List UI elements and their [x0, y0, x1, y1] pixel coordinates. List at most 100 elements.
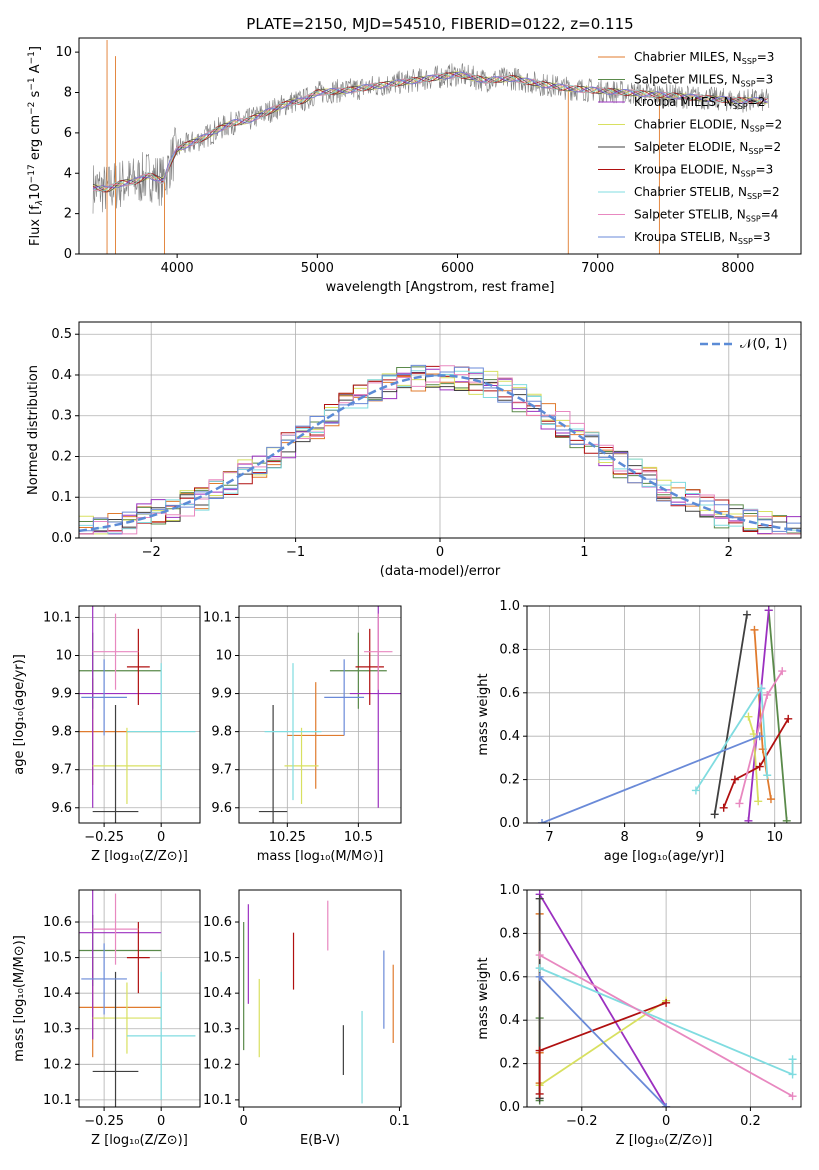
model-fit-line [92, 73, 768, 192]
y-tick-label: 10.6 [43, 915, 72, 930]
y-axis-label: mass weight [476, 957, 491, 1039]
y-tick-label: 0.2 [51, 449, 72, 464]
panel-Z-mass: −0.25 0 10.1 10.2 10.3 10.4 10.5 10.6 Z [log₁₀(Z… [12, 889, 201, 1148]
legend-label: Kroupa MILES, NSSP=2 [634, 95, 765, 111]
x-tick-label: 5000 [301, 261, 334, 276]
weight-marker [763, 690, 772, 699]
axes-frame [78, 889, 201, 1108]
y-tick-label: 10 [55, 45, 72, 60]
plot-area [535, 890, 797, 1107]
weight-marker [662, 998, 671, 1007]
weight-marker [742, 610, 751, 619]
y-tick-label: 1.0 [499, 599, 520, 614]
weight-marker [730, 775, 739, 784]
axes-frame [526, 605, 802, 824]
weight-marker [662, 1103, 671, 1107]
plot-area [92, 40, 770, 254]
weight-line [541, 735, 761, 823]
weight-line [539, 954, 794, 1097]
y-tick-label: 9.7 [51, 763, 72, 778]
y-axis-label: Normed distribution [26, 365, 41, 495]
legend-label: Salpeter STELIB, NSSP=4 [634, 208, 778, 224]
y-tick-label: 0.5 [51, 327, 72, 342]
x-tick-label: 10.5 [344, 830, 373, 845]
x-tick-label: 7 [545, 830, 553, 845]
y-tick-label: 10 [215, 648, 232, 663]
axes-frame [526, 889, 802, 1108]
y-tick-label: 0.3 [51, 409, 72, 424]
legend-label: Kroupa ELODIE, NSSP=3 [634, 163, 773, 179]
x-tick-label: 10.25 [269, 830, 306, 845]
y-tick-label: 0.8 [499, 642, 520, 657]
x-tick-label: 0 [157, 830, 165, 845]
weight-line [713, 614, 748, 815]
weight-marker [735, 799, 744, 808]
plot-area [79, 890, 196, 1107]
axes-frame [78, 37, 802, 255]
y-tick-label: 0.0 [499, 816, 520, 831]
weight-marker [778, 667, 787, 676]
y-tick-label: 9.9 [211, 687, 232, 702]
histogram-series [79, 364, 801, 532]
y-tick-label: 10.3 [203, 1022, 232, 1037]
x-tick-label: −0.2 [566, 1114, 598, 1129]
x-axis-label: age [log₁₀(age/yr)] [604, 849, 725, 864]
x-tick-label: 4000 [161, 261, 194, 276]
x-axis-label: mass [log₁₀(M/M⊙)] [257, 849, 384, 864]
panel-mass-age: 10.25 10.5 9.6 9.7 9.8 9.9 10 10.1 mass [log₁₀(M… [203, 605, 402, 864]
panel-age-weight: 7 8 9 10 0.0 0.2 0.4 0.6 0.8 1.0 age [log₁₀(age/yr… [476, 599, 802, 864]
legend-label: Chabrier STELIB, NSSP=2 [634, 185, 780, 201]
weight-marker [782, 816, 791, 823]
model-fit-line [92, 73, 768, 192]
weight-marker [535, 951, 544, 960]
y-tick-label: 0.6 [499, 686, 520, 701]
legend-label: Kroupa STELIB, NSSP=3 [634, 230, 771, 246]
y-tick-label: 0.2 [499, 1057, 520, 1072]
x-tick-label: −0.25 [84, 1114, 124, 1129]
legend-label: Salpeter MILES, NSSP=3 [634, 73, 773, 89]
y-axis-label: mass [log₁₀(M/M⊙)] [12, 935, 27, 1062]
weight-line [539, 976, 667, 1107]
y-tick-label: 0 [64, 247, 72, 262]
x-tick-label: 8000 [721, 261, 754, 276]
weight-marker [750, 625, 759, 634]
y-tick-label: 2 [64, 207, 72, 222]
weight-marker [763, 771, 772, 780]
legend-label: Salpeter ELODIE, NSSP=2 [634, 140, 781, 156]
y-tick-label: 10.3 [43, 1022, 72, 1037]
y-tick-label: 10.4 [43, 986, 72, 1001]
y-tick-label: 9.6 [211, 801, 232, 816]
panel-EBV-mass: 0 0.1 10.1 10.2 10.3 10.4 10.5 10.6 E(B-V) [203, 889, 410, 1148]
y-tick-label: 9.8 [211, 725, 232, 740]
x-tick-label: 0 [662, 1114, 670, 1129]
model-fit-line [92, 71, 768, 190]
y-tick-label: 10.1 [203, 610, 232, 625]
weight-marker [788, 1092, 797, 1101]
y-tick-label: 10.2 [43, 1057, 72, 1072]
weight-marker [764, 606, 773, 615]
x-axis-label: Z [log₁₀(Z/Z⊙)] [91, 849, 188, 864]
y-axis-label: age [log₁₀(age/yr)] [12, 654, 27, 775]
y-tick-label: 4 [64, 166, 72, 181]
y-tick-label: 0.1 [51, 490, 72, 505]
weight-marker [754, 797, 763, 806]
y-tick-label: 0.0 [499, 1100, 520, 1115]
plot-area [258, 606, 401, 823]
weight-marker [744, 712, 753, 721]
y-tick-label: 10.2 [203, 1057, 232, 1072]
y-tick-label: 0.6 [499, 970, 520, 985]
weight-marker [788, 1055, 797, 1064]
y-tick-label: 10 [55, 648, 72, 663]
plot-area [79, 606, 196, 823]
legend-label: Chabrier MILES, NSSP=3 [634, 50, 774, 66]
plot-area [243, 900, 394, 1104]
y-tick-label: 10.6 [203, 915, 232, 930]
axes-frame [78, 605, 201, 824]
y-tick-label: 9.7 [211, 763, 232, 778]
x-tick-label: 8 [620, 830, 628, 845]
weight-marker [535, 894, 544, 903]
weight-line [538, 1001, 667, 1094]
y-tick-label: 10.1 [43, 610, 72, 625]
y-tick-label: 10.1 [43, 1093, 72, 1108]
x-tick-label: 0.2 [740, 1114, 761, 1129]
